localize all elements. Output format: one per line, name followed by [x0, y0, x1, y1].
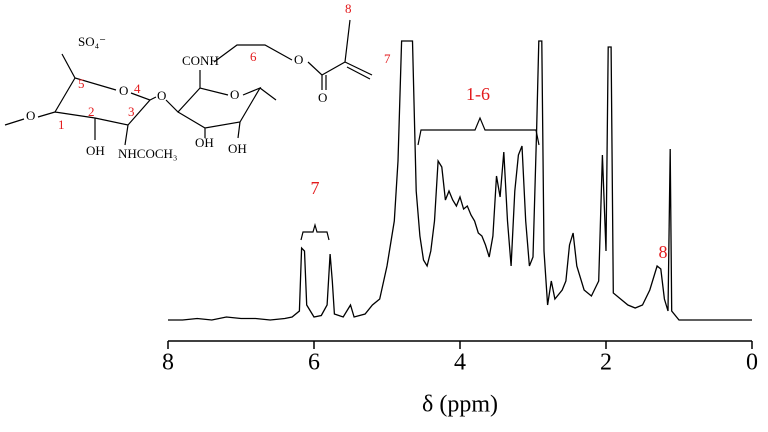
x-tick-label: 8	[162, 350, 174, 376]
x-tick-label: 4	[454, 350, 466, 376]
label: OH	[195, 135, 214, 150]
x-tick-label: 2	[600, 350, 612, 376]
label: O	[26, 108, 35, 123]
bonds	[4, 19, 373, 146]
label: 8	[345, 1, 352, 16]
label: 4	[134, 81, 141, 96]
label: O	[318, 90, 327, 105]
label: 1	[58, 117, 65, 132]
x-axis-label: δ (ppm)	[422, 392, 498, 418]
brackets	[300, 116, 540, 241]
label: 6	[250, 49, 257, 64]
annotation: 8	[659, 242, 668, 262]
x-tick-label: 6	[308, 350, 320, 376]
annotation: 7	[311, 178, 320, 198]
label: 7	[384, 51, 391, 66]
label: O	[230, 87, 239, 102]
label: 5	[78, 76, 85, 91]
annotation: 1-6	[466, 84, 490, 104]
bracket	[300, 222, 330, 241]
bracket	[417, 116, 540, 146]
label: 3	[128, 104, 135, 119]
label: OH	[228, 141, 247, 156]
label: SO₄⁻	[78, 34, 106, 49]
label: O	[294, 52, 303, 67]
label: CONH	[182, 53, 219, 68]
label: 2	[88, 104, 95, 119]
molecule: SO₄⁻ 5 O 4 O 2 3 1 O OH NHCOCH₃ CONH 6 O…	[4, 1, 391, 161]
x-tick-label: 0	[746, 350, 758, 376]
label: NHCOCH₃	[118, 146, 177, 161]
label: O	[119, 83, 128, 98]
label: O	[157, 88, 166, 103]
spectrum	[168, 40, 752, 321]
label: OH	[86, 143, 105, 158]
